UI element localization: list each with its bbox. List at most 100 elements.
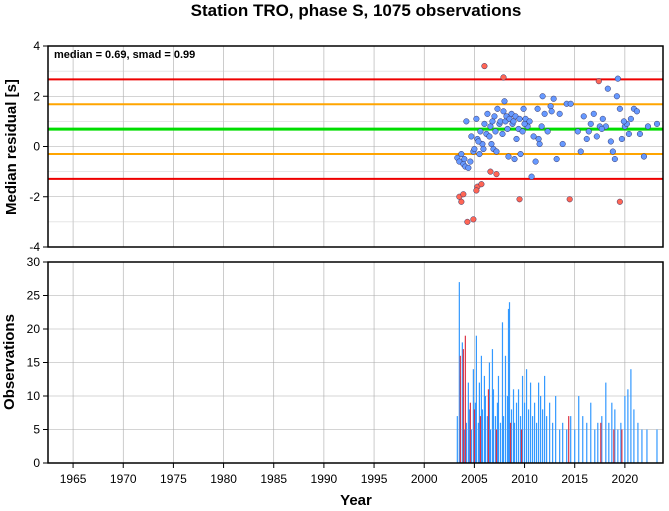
observations-bar-0-4 xyxy=(463,429,465,463)
observations-bar-0-30 xyxy=(506,396,509,463)
observations-bar-0-77 xyxy=(637,422,639,463)
observations-bar-0-66 xyxy=(601,416,603,463)
residual-point-0-31 xyxy=(501,98,508,105)
residual-annotation: median = 0.69, smad = 0.99 xyxy=(54,49,195,61)
observations-bar-0-23 xyxy=(494,416,497,463)
residual-point-0-54 xyxy=(538,123,545,130)
observations-bar-1-2 xyxy=(464,335,466,463)
observations-bar-0-71 xyxy=(617,429,619,463)
xtick-label-9: 2010 xyxy=(511,472,538,486)
observations-bar-0-59 xyxy=(574,429,576,463)
observations-y-ticks: 0 5 10 15 20 25 30 xyxy=(27,255,48,470)
observations-bar-0-79 xyxy=(646,429,648,463)
observations-bar-0-80 xyxy=(656,429,658,463)
residual-point-0-8 xyxy=(468,133,475,140)
residual-point-0-89 xyxy=(636,130,643,137)
residual-point-0-104 xyxy=(492,128,499,135)
observations-bar-0-33 xyxy=(510,409,513,463)
residual-y-ticks: -4 -2 0 2 4 xyxy=(29,39,48,254)
observations-bar-0-28 xyxy=(502,416,505,463)
observations-bar-1-0 xyxy=(459,355,461,463)
residual-point-0-91 xyxy=(644,123,652,130)
residual-point-0-34 xyxy=(505,153,512,160)
residual-point-0-95 xyxy=(488,140,495,148)
residual-point-0-61 xyxy=(556,110,563,117)
observations-ytick-label-6: 30 xyxy=(27,255,41,269)
observations-ytick-label-5: 25 xyxy=(27,289,41,303)
residual-point-0-70 xyxy=(590,110,597,117)
residual-point-0-42 xyxy=(516,115,523,122)
observations-bar-1-6 xyxy=(487,389,490,463)
observations-bar-1-10 xyxy=(568,416,570,463)
residual-ytick-label-4: 4 xyxy=(33,39,40,53)
residual-point-0-103 xyxy=(511,156,518,163)
observations-bar-0-62 xyxy=(586,422,588,463)
xtick-label-6: 1995 xyxy=(361,472,388,486)
residual-point-0-45 xyxy=(520,105,527,112)
residual-point-0-29 xyxy=(499,130,506,137)
residual-point-1-11 xyxy=(516,196,523,203)
observations-bar-0-50 xyxy=(544,375,546,463)
observations-bar-0-41 xyxy=(525,369,528,463)
observations-ytick-label-1: 5 xyxy=(33,423,40,437)
observations-bar-0-74 xyxy=(627,389,629,463)
observations-bar-0-49 xyxy=(542,409,544,463)
residual-point-1-4 xyxy=(470,216,477,223)
observations-bar-0-11 xyxy=(475,335,477,463)
residual-point-0-82 xyxy=(618,135,625,143)
residual-point-0-98 xyxy=(548,108,555,115)
xtick-label-3: 1980 xyxy=(210,472,237,486)
observations-bar-0-17 xyxy=(484,396,487,463)
residual-point-0-58 xyxy=(547,103,554,110)
residual-point-0-49 xyxy=(528,173,535,180)
residual-point-0-26 xyxy=(494,105,501,112)
observations-bar-0-35 xyxy=(513,422,516,463)
residual-point-0-81 xyxy=(616,105,623,112)
residual-panel: -4 -2 0 2 4 median = 0.69, smad = 0.99 Media… xyxy=(3,39,664,254)
observations-bar-0-58 xyxy=(570,416,572,463)
observations-bar-1-1 xyxy=(462,349,464,463)
observations-ytick-label-4: 20 xyxy=(27,322,41,336)
observations-bar-0-67 xyxy=(605,382,607,463)
observations-bar-1-4 xyxy=(473,409,475,463)
observations-bar-0-19 xyxy=(488,362,491,463)
residual-point-0-48 xyxy=(526,118,533,125)
observations-x-ticks: 1965 1970 1975 1980 1985 1990 1995 2000 2005 2010… xyxy=(60,463,639,486)
residual-y-axis-label: Median residual [s] xyxy=(3,79,20,215)
observations-bar-0-3 xyxy=(461,342,463,463)
residual-point-0-20 xyxy=(486,133,493,140)
residual-point-0-100 xyxy=(598,125,605,132)
residual-point-0-64 xyxy=(567,100,574,107)
residual-point-0-19 xyxy=(484,110,491,117)
residual-point-1-13 xyxy=(595,78,602,85)
residual-point-0-28 xyxy=(497,118,504,125)
residual-point-0-57 xyxy=(544,128,551,135)
residual-point-0-59 xyxy=(550,95,557,102)
observations-bar-0-26 xyxy=(499,422,502,463)
observations-bar-0-48 xyxy=(540,396,542,463)
residual-point-1-10 xyxy=(500,74,507,81)
observations-bar-0-1 xyxy=(458,282,460,463)
residual-point-0-65 xyxy=(574,128,581,135)
observations-bar-0-70 xyxy=(614,409,616,463)
observations-bar-0-21 xyxy=(491,349,494,463)
observations-bar-0-54 xyxy=(555,396,557,463)
residual-ytick-label-2: 0 xyxy=(33,140,40,154)
observations-bar-0-34 xyxy=(512,389,515,463)
observations-bar-0-44 xyxy=(531,416,534,463)
observations-bar-0-7 xyxy=(468,409,470,463)
residual-point-0-71 xyxy=(593,133,600,140)
observations-bar-0-39 xyxy=(521,375,524,463)
observations-bar-0-8 xyxy=(470,429,472,463)
observations-bar-0-63 xyxy=(590,402,592,463)
residual-point-0-79 xyxy=(613,93,620,100)
observations-bar-0-0 xyxy=(456,416,458,463)
residual-point-0-17 xyxy=(481,120,488,127)
observations-bar-1-8 xyxy=(509,422,512,463)
residual-point-1-7 xyxy=(481,63,488,70)
residual-point-0-5 xyxy=(463,118,470,125)
observations-bar-1-9 xyxy=(520,429,523,463)
observations-bar-0-76 xyxy=(633,409,635,463)
observations-bar-0-45 xyxy=(533,402,536,463)
observations-bar-0-15 xyxy=(481,409,484,463)
